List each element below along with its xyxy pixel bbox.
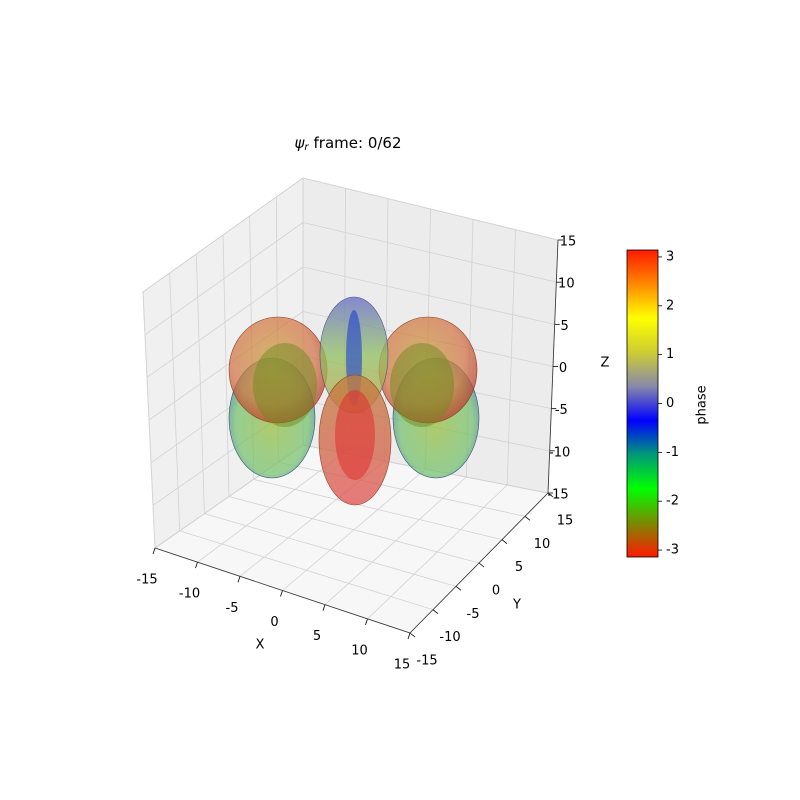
grid-line [302, 266, 555, 325]
y-tick-label: 0 [492, 584, 500, 599]
orbital-surface [228, 296, 480, 506]
colorbar-tick-label: -3 [666, 543, 679, 558]
x-tick [195, 562, 198, 569]
x-tick [237, 576, 241, 583]
y-tick-label: -5 [467, 607, 480, 622]
z-tick-label: -5 [555, 403, 568, 418]
x-tick [322, 604, 326, 611]
y-tick-label: -15 [416, 654, 437, 669]
x-tick-label: 5 [313, 629, 321, 644]
colorbar-label: phase [695, 385, 710, 424]
x-tick-label: -10 [179, 587, 200, 602]
z-axis-line [547, 239, 559, 494]
grid-line [302, 222, 557, 283]
lobe-core [335, 390, 375, 480]
y-axis-line [409, 492, 549, 634]
y-tick [409, 632, 416, 638]
z-tick-label: 5 [561, 319, 569, 334]
y-tick [432, 609, 439, 614]
y-tick-label: 15 [557, 514, 574, 529]
lobe-core [390, 343, 454, 427]
y-tick-label: 5 [515, 560, 523, 575]
title-text: frame: 0/62 [314, 134, 402, 152]
y-tick-label: 10 [534, 537, 551, 552]
x-axis-label: X [256, 638, 265, 653]
z-tick-label: -15 [547, 488, 568, 503]
colorbar-tick-label: 0 [666, 396, 674, 411]
grid-line [146, 266, 304, 378]
x-tick [365, 618, 368, 625]
colorbar-tick-label: 1 [666, 347, 674, 362]
colorbar [626, 249, 659, 558]
colorbar-tick-label: -2 [666, 494, 679, 509]
y-tick [547, 492, 554, 498]
grid-line [302, 177, 559, 241]
grid-line [253, 478, 503, 541]
x-tick [280, 590, 283, 597]
colorbar-tick-label: 3 [666, 249, 674, 264]
y-tick [478, 562, 485, 568]
title-symbol: ψ [294, 134, 305, 152]
x-tick-label: 15 [394, 658, 411, 673]
grid-line [228, 496, 480, 564]
x-tick [152, 547, 156, 555]
lobe-core [253, 343, 317, 427]
grid-line [179, 530, 434, 611]
x-tick-label: -15 [136, 573, 157, 588]
title-subscript: r [304, 142, 309, 153]
x-tick-label: -5 [226, 601, 239, 616]
x-tick [407, 632, 411, 640]
y-tick [455, 586, 462, 591]
x-tick-label: 0 [270, 615, 278, 630]
y-tick-label: -10 [439, 630, 460, 645]
z-tick-label: 15 [560, 235, 577, 250]
colorbar-tick-label: 2 [666, 298, 674, 313]
z-tick-label: 10 [558, 277, 575, 292]
chart-title: ψr frame: 0/62 [294, 134, 401, 154]
grid-line [204, 513, 457, 587]
z-axis-label: Z [601, 356, 610, 371]
z-tick-label: -10 [549, 445, 570, 460]
grid-line [278, 461, 526, 517]
y-tick [524, 516, 531, 521]
colorbar-tick-label: -1 [666, 445, 679, 460]
grid-line [142, 177, 304, 293]
z-tick-label: 0 [559, 361, 567, 376]
x-axis-line [154, 547, 411, 634]
grid-line [144, 222, 304, 335]
y-tick [501, 539, 508, 544]
x-tick-label: 10 [351, 643, 368, 658]
y-axis-label: Y [512, 598, 521, 613]
